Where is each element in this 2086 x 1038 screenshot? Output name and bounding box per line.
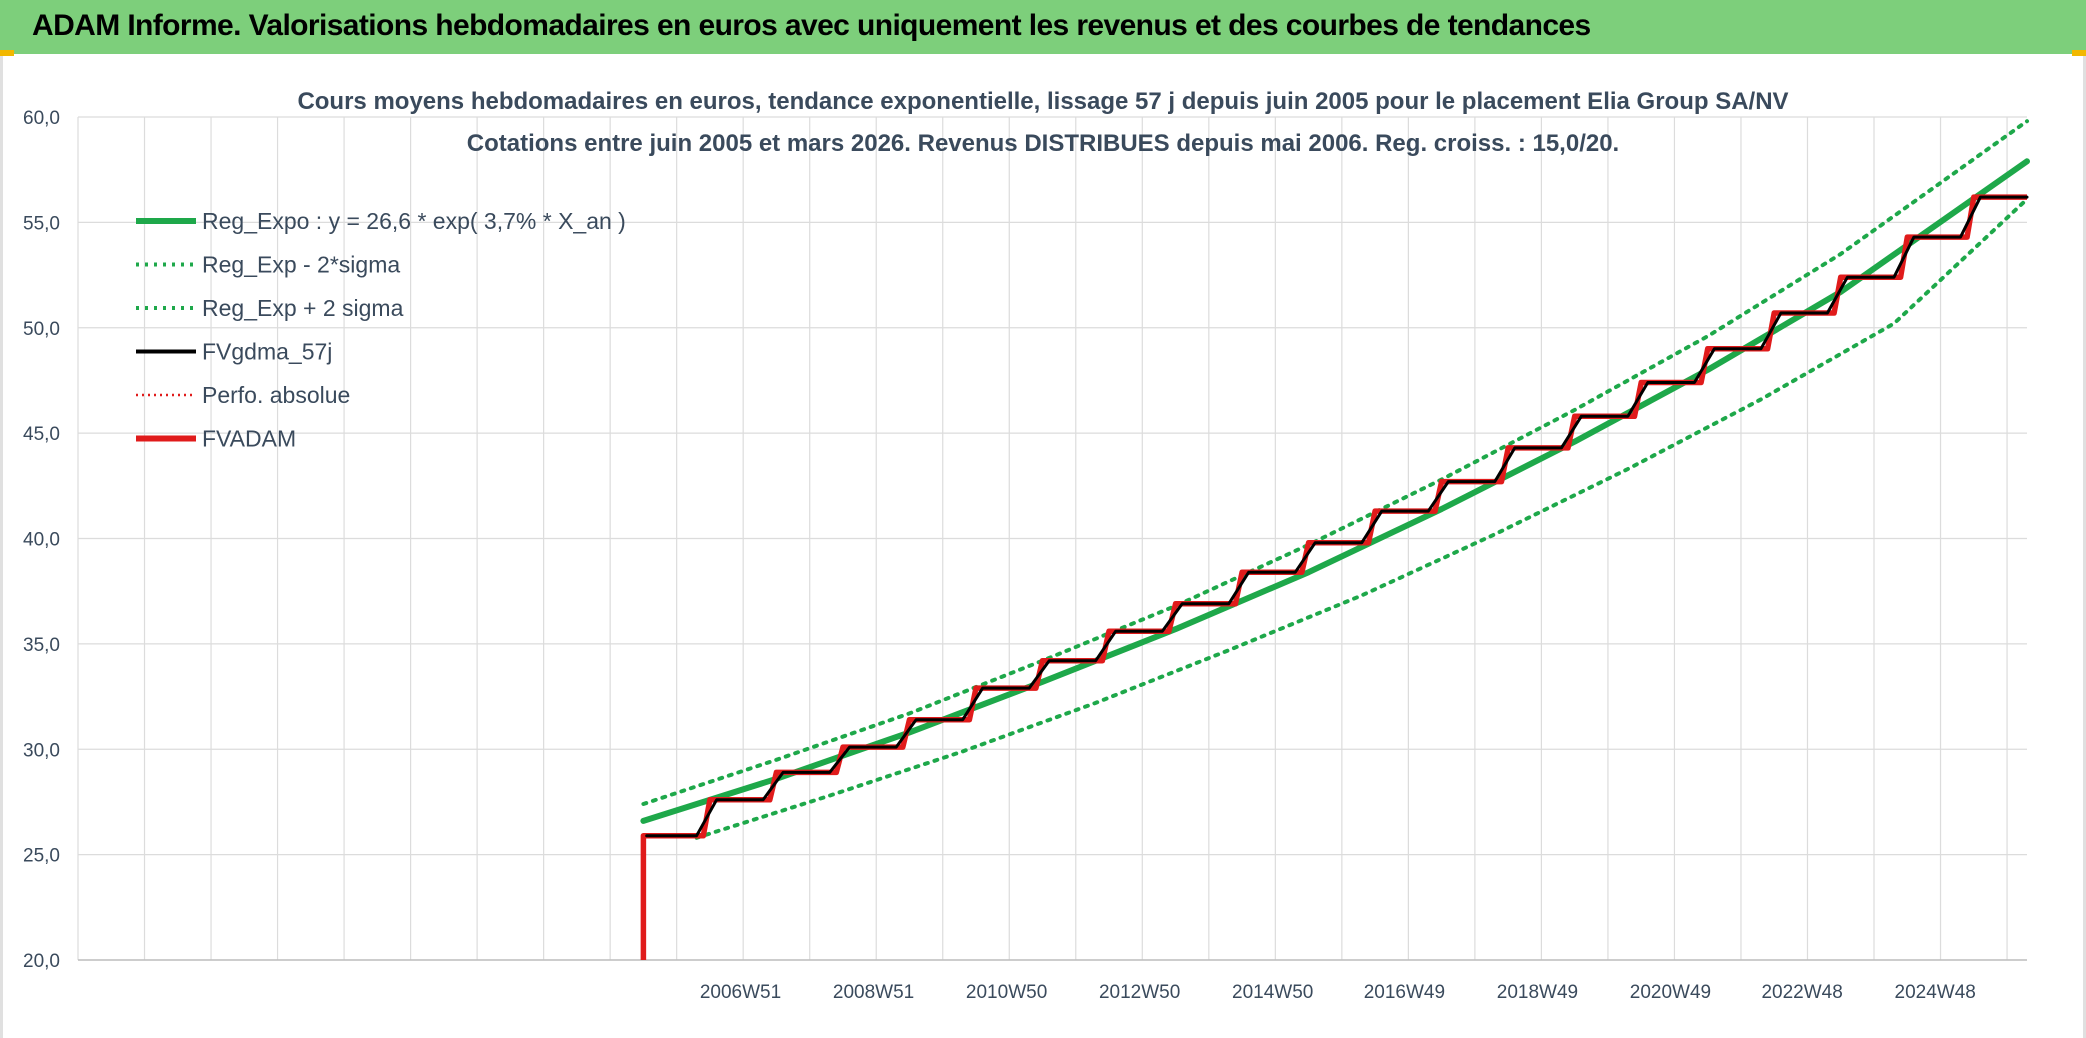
grid [77,116,2027,961]
x-tick-label: 2014W50 [1232,982,1313,1003]
x-tick-label: 2022W48 [1761,982,1842,1003]
legend-label: FVgdma_57j [202,339,332,365]
series-line [694,197,2029,840]
report-title: ADAM Informe. Valorisations hebdomadaire… [32,9,1591,42]
series-line [640,158,2030,824]
y-tick-label: 40,0 [23,530,60,551]
x-tick-label: 2020W49 [1630,982,1711,1003]
legend-label: Reg_Expo : y = 26,6 * exp( 3,7% * X_an ) [202,208,626,234]
x-tick-label: 2016W49 [1364,982,1445,1003]
chart-title: Cours moyens hebdomadaires en euros, ten… [297,88,1788,115]
y-tick-label: 30,0 [23,740,60,761]
x-tick-label: 2012W50 [1099,982,1180,1003]
chart-subtitle: Cotations entre juin 2005 et mars 2026. … [467,130,1619,157]
y-tick-label: 60,0 [23,108,60,129]
y-tick-label: 20,0 [23,951,60,972]
corner-accent-right [2072,50,2086,56]
legend-label: Reg_Exp + 2 sigma [202,295,404,321]
x-tick-label: 2006W51 [700,982,781,1003]
chart-frame [0,56,2086,1038]
corner-accent-left [0,50,14,56]
y-tick-label: 55,0 [23,213,60,234]
axes: 60,0 55,0 50,0 45,0 40,0 35,0 30,0 25,0 20,0 2006… [23,108,2027,1003]
legend-label: FVADAM [202,426,296,452]
y-tick-label: 35,0 [23,635,60,656]
legend: Reg_Expo : y = 26,6 * exp( 3,7% * X_an )… [136,208,626,452]
series-layer [640,119,2030,960]
y-tick-label: 25,0 [23,846,60,867]
y-tick-label: 45,0 [23,424,60,445]
legend-label: Reg_Exp - 2*sigma [202,252,400,278]
x-tick-label: 2010W50 [966,982,1047,1003]
series-line [645,195,2029,838]
report-banner: ADAM Informe. Valorisations hebdomadaire… [0,0,2086,56]
x-tick-label: 2008W51 [833,982,914,1003]
legend-label: Perfo. absolue [202,382,350,408]
series-line [640,194,2027,960]
series-line [641,119,2029,806]
x-tick-label: 2018W49 [1497,982,1578,1003]
y-tick-label: 50,0 [23,319,60,340]
x-tick-label: 2024W48 [1895,982,1976,1003]
